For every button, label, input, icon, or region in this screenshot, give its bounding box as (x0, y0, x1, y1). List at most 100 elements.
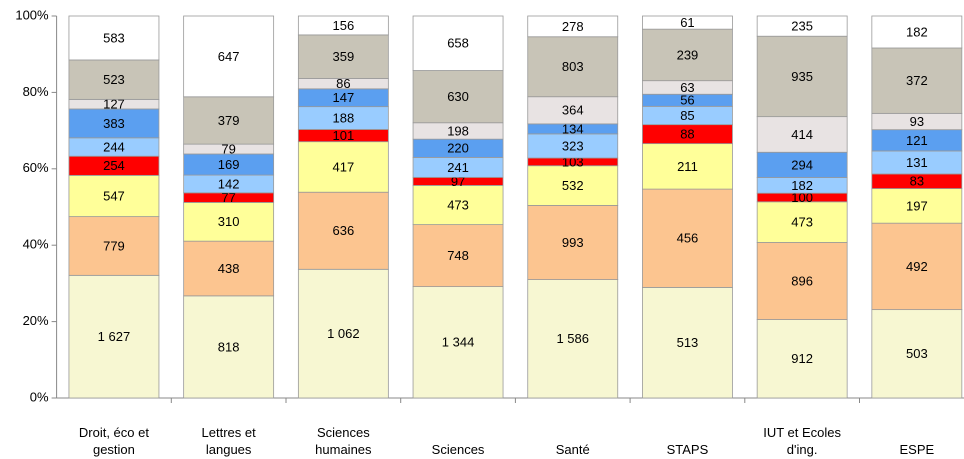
data-label: 278 (562, 19, 584, 34)
bar-segment (68, 15, 160, 61)
data-label: 658 (447, 36, 469, 51)
data-label: 101 (332, 128, 354, 143)
data-label: 142 (218, 176, 240, 191)
data-label: 1 627 (98, 329, 131, 344)
bar-segment (527, 15, 619, 38)
data-label: 121 (906, 133, 928, 148)
data-label: 254 (103, 158, 125, 173)
bar-segment (642, 15, 733, 30)
data-label: 79 (221, 141, 235, 156)
data-label: 372 (906, 73, 928, 88)
data-label: 244 (103, 139, 125, 154)
data-label: 61 (680, 15, 694, 30)
y-tick-label: 60% (23, 160, 49, 175)
bar-segment (183, 295, 275, 399)
bar-segment (412, 224, 504, 288)
bar-segment (68, 174, 160, 218)
bar-segment (412, 185, 504, 226)
bar-segment (756, 201, 848, 243)
data-label: 456 (677, 231, 699, 246)
data-label: 241 (447, 160, 469, 175)
data-label: 134 (562, 121, 584, 136)
y-tick-label: 80% (23, 84, 49, 99)
bar-segment (68, 274, 160, 399)
data-label: 83 (910, 174, 924, 189)
data-label: 492 (906, 259, 928, 274)
data-label: 197 (906, 198, 928, 213)
bar-segment (527, 205, 619, 280)
data-label: 1 062 (327, 326, 360, 341)
data-label: 993 (562, 235, 584, 250)
data-label: 85 (680, 108, 694, 123)
data-label: 1 586 (556, 331, 589, 346)
y-tick-label: 0% (30, 389, 49, 404)
data-label: 156 (332, 18, 354, 33)
data-label: 182 (906, 24, 928, 39)
bar-segment (183, 96, 275, 145)
bar-segment (297, 34, 389, 79)
bar-segment (871, 222, 963, 311)
data-label: 77 (221, 190, 235, 205)
x-tick-label: STAPS (666, 442, 709, 457)
data-label: 235 (791, 19, 813, 34)
bar-segment (642, 28, 733, 82)
data-label: 100 (791, 190, 813, 205)
y-tick-label: 100% (15, 7, 49, 22)
y-tick-label: 40% (23, 237, 49, 252)
bar-segment (412, 15, 504, 71)
data-label: 1 344 (442, 335, 475, 350)
data-label: 414 (791, 127, 813, 142)
data-label: 473 (447, 197, 469, 212)
bar-segment (183, 15, 275, 98)
x-tick-label: Sciences humaines (315, 425, 372, 457)
bar-segment (527, 96, 619, 125)
data-label: 323 (562, 138, 584, 153)
data-label: 188 (332, 110, 354, 125)
y-tick-label: 20% (23, 313, 49, 328)
data-label: 198 (447, 123, 469, 138)
bar-segment (527, 279, 619, 399)
data-label: 294 (791, 157, 813, 172)
bar-segment (297, 141, 389, 193)
data-label: 56 (680, 93, 694, 108)
x-tick-label: Droit, éco et gestion (78, 425, 149, 457)
x-tick-label: ESPE (899, 442, 935, 457)
x-tick-label: Sciences (431, 442, 485, 457)
bar-segment (527, 36, 619, 98)
data-label: 182 (791, 178, 813, 193)
data-label: 896 (791, 273, 813, 288)
data-label: 647 (218, 49, 240, 64)
data-label: 417 (332, 159, 354, 174)
data-label: 818 (218, 339, 240, 354)
bar-segment (756, 151, 848, 178)
data-label: 636 (332, 223, 354, 238)
bar-segment (756, 242, 848, 320)
data-label: 912 (791, 351, 813, 366)
bar-segment (68, 59, 160, 100)
data-label: 63 (680, 80, 694, 95)
bar-segment (871, 15, 963, 49)
data-label: 131 (906, 155, 928, 170)
data-label: 379 (218, 113, 240, 128)
data-label: 147 (332, 90, 354, 105)
x-tick-label: Lettres et langues (201, 425, 256, 457)
data-label: 779 (103, 238, 125, 253)
bar-segment (412, 70, 504, 124)
data-label: 220 (447, 141, 469, 156)
bar-segment (527, 165, 619, 206)
bar-segment (183, 240, 275, 297)
bar-segment (642, 188, 733, 288)
data-label: 523 (103, 72, 125, 87)
data-label: 438 (218, 261, 240, 276)
data-label: 364 (562, 103, 584, 118)
data-label: 503 (906, 346, 928, 361)
data-label: 239 (677, 47, 699, 62)
bar-segment (297, 268, 389, 399)
data-label: 748 (447, 248, 469, 263)
bar-segment (297, 191, 389, 270)
data-label: 513 (677, 335, 699, 350)
data-label: 86 (336, 76, 350, 91)
data-label: 88 (680, 127, 694, 142)
bar-segment (412, 286, 504, 399)
